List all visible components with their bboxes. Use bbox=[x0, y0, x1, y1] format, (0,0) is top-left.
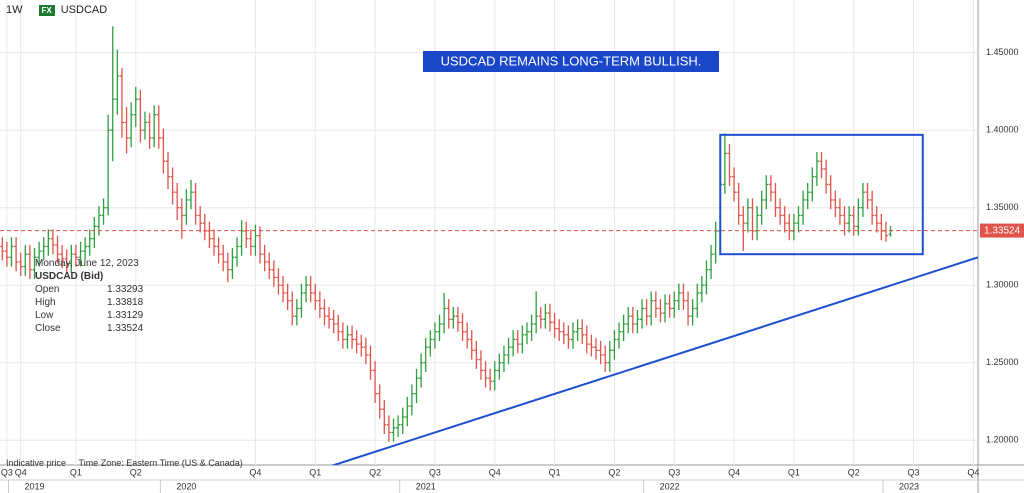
y-tick-label: 1.20000 bbox=[986, 435, 1019, 445]
x-tick-label: Q4 bbox=[249, 467, 261, 477]
x-tick-label: Q3 bbox=[908, 467, 920, 477]
info-value: 1.33818 bbox=[107, 297, 144, 308]
year-tick-label: 2020 bbox=[176, 481, 196, 491]
market-badge: FX bbox=[38, 4, 55, 16]
info-label: Close bbox=[35, 323, 61, 334]
interval[interactable]: 1W bbox=[6, 4, 23, 16]
chart-header: 1W FX USDCAD bbox=[6, 4, 107, 16]
y-tick-label: 1.40000 bbox=[986, 125, 1019, 135]
x-tick-label: Q4 bbox=[728, 467, 740, 477]
info-row: High 1.33818 bbox=[35, 296, 143, 309]
x-tick-label: Q2 bbox=[369, 467, 381, 477]
x-tick-label: Q2 bbox=[130, 467, 142, 477]
info-value: 1.33293 bbox=[107, 284, 144, 295]
info-value: 1.33524 bbox=[107, 323, 144, 334]
plot bbox=[0, 26, 978, 465]
y-tick-label: 1.35000 bbox=[986, 202, 1019, 212]
x-tick-label: Q1 bbox=[549, 467, 561, 477]
x-tick-label: Q3 bbox=[668, 467, 680, 477]
info-series: USDCAD (Bid) bbox=[35, 271, 104, 282]
info-row: Low 1.33129 bbox=[35, 309, 143, 322]
symbol[interactable]: USDCAD bbox=[60, 4, 108, 16]
y-tick-label: 1.45000 bbox=[986, 47, 1019, 57]
x-tick-label: Q1 bbox=[70, 467, 82, 477]
info-row: Open 1.33293 bbox=[35, 283, 143, 296]
annotation-box bbox=[423, 51, 719, 72]
x-tick-label: Q2 bbox=[848, 467, 860, 477]
year-tick-label: 2023 bbox=[899, 481, 919, 491]
annotation-text: USDCAD REMAINS LONG-TERM BULLISH. bbox=[441, 53, 702, 68]
crosshair-info: Monday, June 12, 2023 USDCAD (Bid) Open 1… bbox=[35, 257, 143, 335]
x-tick-label: Q4 bbox=[489, 467, 501, 477]
x-tick-label: Q2 bbox=[608, 467, 620, 477]
time-zone[interactable]: Time Zone: Eastern Time (US & Canada) bbox=[78, 458, 243, 468]
info-row: Close 1.33524 bbox=[35, 322, 143, 335]
year-tick-label: 2019 bbox=[25, 481, 45, 491]
year-tick-label: 2021 bbox=[416, 481, 436, 491]
chart-footer: Indicative price Time Zone: Eastern Time… bbox=[6, 458, 243, 468]
info-label: High bbox=[35, 297, 56, 308]
info-label: Low bbox=[35, 310, 54, 321]
y-tick-label: 1.30000 bbox=[986, 280, 1019, 290]
price-type: Indicative price bbox=[6, 458, 67, 468]
year-tick-label: 2022 bbox=[660, 481, 680, 491]
x-tick-label: Q3 bbox=[429, 467, 441, 477]
info-label: Open bbox=[35, 284, 60, 295]
x-tick-label: Q4 bbox=[15, 467, 27, 477]
last-price-tag bbox=[980, 223, 1024, 238]
last-price-label: 1.33524 bbox=[984, 226, 1021, 237]
y-tick-label: 1.25000 bbox=[986, 357, 1019, 367]
x-tick-label: Q4 bbox=[967, 467, 979, 477]
trendline bbox=[330, 256, 978, 465]
x-tick-label: Q1 bbox=[309, 467, 321, 477]
range-box bbox=[719, 133, 924, 256]
info-value: 1.33129 bbox=[107, 310, 144, 321]
x-tick-label: Q3 bbox=[1, 467, 13, 477]
info-date: Monday, June 12, 2023 bbox=[35, 258, 139, 269]
x-tick-label: Q1 bbox=[788, 467, 800, 477]
